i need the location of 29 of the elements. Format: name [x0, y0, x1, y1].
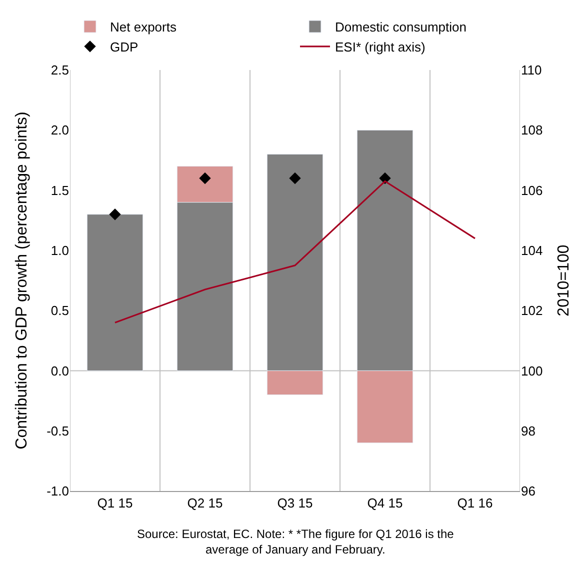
legend-label: Net exports — [110, 20, 177, 35]
x-tick-label: Q3 15 — [277, 496, 313, 511]
legend-label: ESI* (right axis) — [335, 40, 426, 54]
bar — [86, 214, 144, 371]
y-axis-title: Contribution to GDP growth (percentage points) — [13, 112, 30, 450]
y2-tick-label: 104 — [521, 242, 543, 258]
y2-tick-label: 108 — [521, 122, 543, 138]
y-tick-label: 1.5 — [50, 182, 69, 198]
source-note: Source: Eurostat, EC. Note: * *The figure for Q1 2016 is the average of January and February. — [137, 527, 454, 557]
y-tick-label: -0.5 — [46, 423, 69, 438]
y-tick-label: 2.5 — [50, 62, 69, 78]
y-tick-label: 2.0 — [50, 122, 69, 138]
y2-tick-label: 96 — [521, 484, 536, 499]
y2-tick-label: 106 — [521, 182, 543, 198]
x-tick-label: Q2 15 — [187, 496, 223, 511]
y-tick-label: -1.0 — [46, 484, 69, 499]
legend-label: GDP — [110, 40, 138, 54]
y2-axis-title: 2010=100 — [555, 244, 572, 316]
y2-tick-label: 98 — [521, 423, 536, 438]
y-tick-label: 0.5 — [50, 303, 69, 318]
y2-tick-label: 102 — [521, 303, 543, 318]
x-tick-label: Q1 16 — [457, 496, 493, 511]
y2-tick-label: 100 — [521, 363, 543, 378]
y-tick-label: 1.0 — [50, 242, 69, 258]
y2-tick-label: 110 — [521, 62, 542, 78]
x-tick-label: Q4 15 — [367, 496, 403, 511]
x-tick-label: Q1 15 — [97, 496, 133, 511]
y-tick-label: 0.0 — [50, 363, 69, 378]
legend-label: Domestic consumption — [335, 20, 466, 35]
